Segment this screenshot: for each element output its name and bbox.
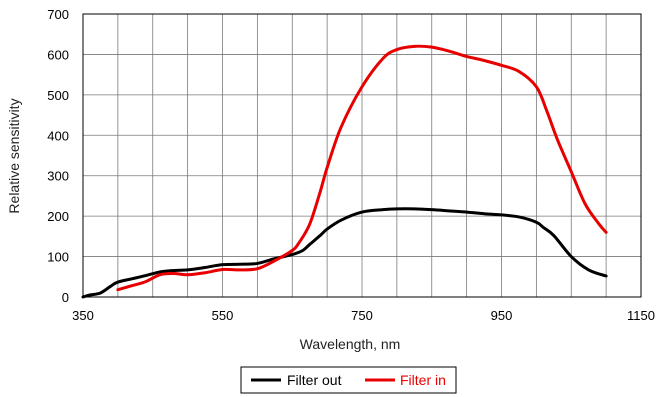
x-tick-labels: 350 550 750 950 1150	[72, 308, 655, 323]
legend-label-filter-in: Filter in	[400, 372, 446, 388]
series-lines	[81, 44, 608, 299]
y-tick-label: 500	[47, 88, 69, 103]
y-tick-label: 700	[47, 7, 69, 22]
y-tick-label: 0	[62, 290, 69, 305]
x-tick-label: 550	[212, 308, 234, 323]
y-axis-title: Relative sensitivity	[6, 98, 22, 213]
x-tick-label: 750	[351, 308, 373, 323]
series-line-filter-in	[116, 44, 608, 292]
y-tick-labels: 0 100 200 300 400 500 600 700	[47, 7, 69, 305]
y-tick-label: 600	[47, 47, 69, 62]
y-tick-label: 200	[47, 209, 69, 224]
x-axis-title: Wavelength, nm	[300, 336, 401, 352]
y-tick-label: 300	[47, 169, 69, 184]
series-line-filter-out	[81, 207, 608, 299]
grid-lines	[83, 14, 641, 297]
y-tick-label: 400	[47, 128, 69, 143]
x-tick-label: 1150	[627, 308, 655, 323]
y-tick-label: 100	[47, 250, 69, 265]
legend: Filter out Filter in	[240, 366, 457, 394]
x-tick-label: 950	[491, 308, 513, 323]
legend-label-filter-out: Filter out	[287, 372, 342, 388]
plot-area-border	[82, 13, 642, 298]
x-tick-label: 350	[72, 308, 94, 323]
